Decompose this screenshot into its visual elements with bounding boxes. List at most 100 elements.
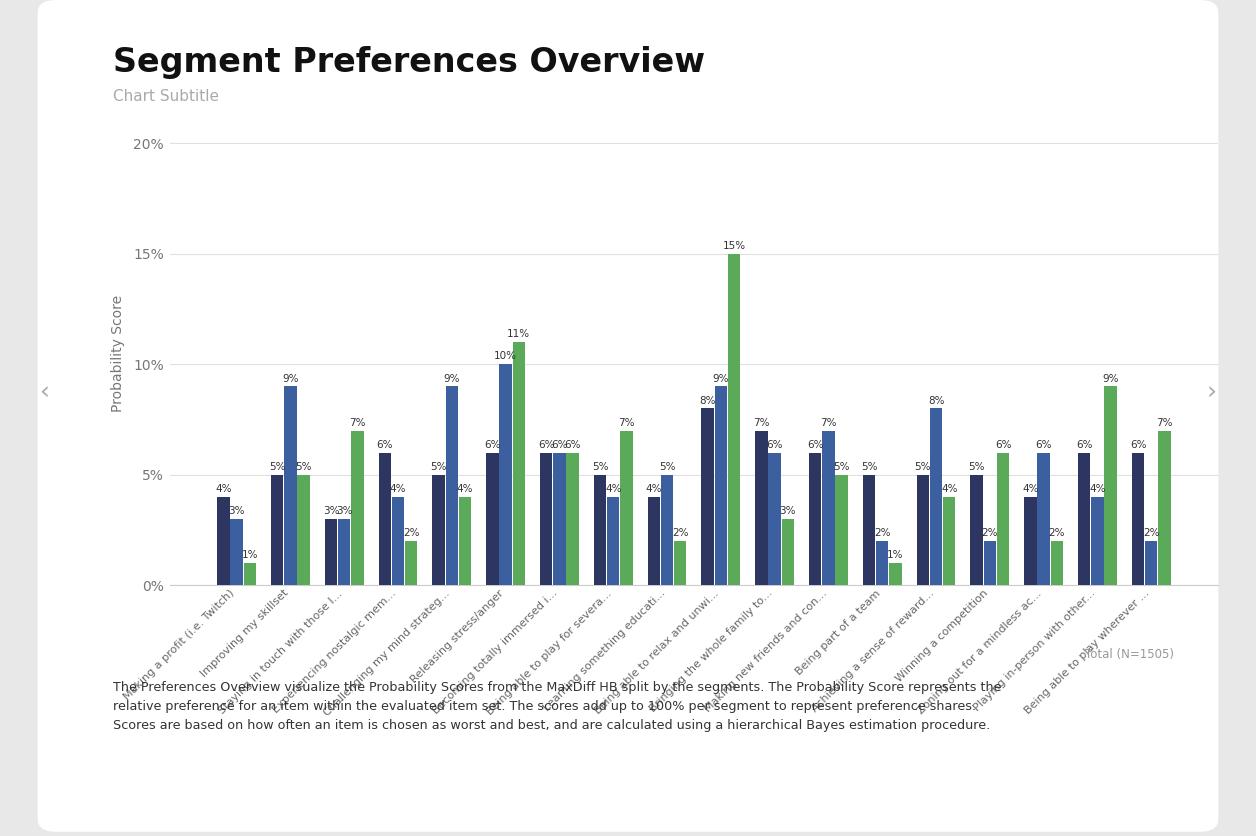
- Bar: [1145, 541, 1158, 585]
- Text: 5%: 5%: [968, 462, 985, 472]
- Text: 5%: 5%: [860, 462, 878, 472]
- Bar: [404, 541, 417, 585]
- Bar: [661, 475, 673, 585]
- Text: 4%: 4%: [941, 484, 957, 494]
- Text: 6%: 6%: [377, 440, 393, 450]
- Text: 7%: 7%: [1157, 418, 1173, 428]
- Bar: [1037, 452, 1050, 585]
- Bar: [769, 452, 781, 585]
- Bar: [594, 475, 607, 585]
- Bar: [244, 563, 256, 585]
- Text: 9%: 9%: [283, 374, 299, 384]
- Bar: [271, 475, 284, 585]
- Bar: [929, 409, 942, 585]
- Text: 6%: 6%: [766, 440, 782, 450]
- Text: 2%: 2%: [1143, 528, 1159, 538]
- Text: 3%: 3%: [229, 506, 245, 516]
- Bar: [877, 541, 888, 585]
- Bar: [540, 452, 553, 585]
- Bar: [446, 386, 458, 585]
- Text: 2%: 2%: [1049, 528, 1065, 538]
- Bar: [325, 519, 337, 585]
- Text: 4%: 4%: [1089, 484, 1105, 494]
- Text: 4%: 4%: [457, 484, 474, 494]
- Text: 6%: 6%: [564, 440, 580, 450]
- Text: 3%: 3%: [335, 506, 353, 516]
- Bar: [727, 254, 740, 585]
- Text: 6%: 6%: [1035, 440, 1053, 450]
- Bar: [392, 497, 404, 585]
- Bar: [781, 519, 794, 585]
- Text: 3%: 3%: [323, 506, 339, 516]
- Text: 3%: 3%: [780, 506, 796, 516]
- Bar: [1132, 452, 1144, 585]
- Text: 7%: 7%: [820, 418, 836, 428]
- Bar: [917, 475, 929, 585]
- Bar: [566, 452, 579, 585]
- Text: 4%: 4%: [605, 484, 622, 494]
- Bar: [809, 452, 821, 585]
- Bar: [486, 452, 499, 585]
- Bar: [983, 541, 996, 585]
- Text: 6%: 6%: [538, 440, 554, 450]
- Bar: [971, 475, 983, 585]
- Text: 9%: 9%: [712, 374, 728, 384]
- Text: 1%: 1%: [241, 550, 257, 560]
- Text: 5%: 5%: [269, 462, 285, 472]
- Text: 8%: 8%: [700, 395, 716, 405]
- Text: 5%: 5%: [659, 462, 676, 472]
- Bar: [1091, 497, 1104, 585]
- Bar: [863, 475, 875, 585]
- Text: 6%: 6%: [551, 440, 568, 450]
- Text: ‹: ‹: [39, 381, 49, 405]
- Text: 5%: 5%: [431, 462, 447, 472]
- Bar: [835, 475, 848, 585]
- Text: 9%: 9%: [1103, 374, 1119, 384]
- Text: 15%: 15%: [722, 241, 746, 251]
- Text: 8%: 8%: [928, 395, 945, 405]
- Text: 2%: 2%: [874, 528, 891, 538]
- Text: 6%: 6%: [485, 440, 501, 450]
- Bar: [715, 386, 727, 585]
- Text: ›: ›: [1207, 381, 1217, 405]
- Bar: [230, 519, 242, 585]
- Text: 5%: 5%: [834, 462, 850, 472]
- Text: Total (N=1505): Total (N=1505): [1085, 648, 1174, 661]
- Bar: [1158, 431, 1171, 585]
- Bar: [1051, 541, 1063, 585]
- Text: 4%: 4%: [389, 484, 406, 494]
- Text: 5%: 5%: [295, 462, 311, 472]
- Bar: [553, 452, 565, 585]
- Bar: [500, 364, 511, 585]
- Bar: [458, 497, 471, 585]
- Text: 9%: 9%: [443, 374, 460, 384]
- Bar: [1104, 386, 1117, 585]
- Bar: [997, 452, 1010, 585]
- Bar: [1078, 452, 1090, 585]
- Text: 7%: 7%: [349, 418, 365, 428]
- Text: 11%: 11%: [507, 329, 530, 339]
- Bar: [284, 386, 296, 585]
- Text: 4%: 4%: [1022, 484, 1039, 494]
- Text: 7%: 7%: [618, 418, 634, 428]
- Text: 6%: 6%: [1130, 440, 1147, 450]
- Text: 4%: 4%: [215, 484, 231, 494]
- Bar: [701, 409, 713, 585]
- Bar: [674, 541, 687, 585]
- Bar: [943, 497, 956, 585]
- Text: 5%: 5%: [914, 462, 931, 472]
- Bar: [620, 431, 633, 585]
- Y-axis label: Probability Score: Probability Score: [111, 294, 124, 412]
- Text: 7%: 7%: [754, 418, 770, 428]
- Bar: [1025, 497, 1036, 585]
- Text: 10%: 10%: [494, 351, 517, 361]
- Bar: [217, 497, 230, 585]
- Bar: [512, 342, 525, 585]
- Bar: [648, 497, 661, 585]
- Text: 6%: 6%: [808, 440, 824, 450]
- Text: 6%: 6%: [1076, 440, 1093, 450]
- Bar: [823, 431, 835, 585]
- Text: Chart Subtitle: Chart Subtitle: [113, 89, 219, 104]
- Text: 4%: 4%: [646, 484, 662, 494]
- Text: Segment Preferences Overview: Segment Preferences Overview: [113, 46, 705, 79]
